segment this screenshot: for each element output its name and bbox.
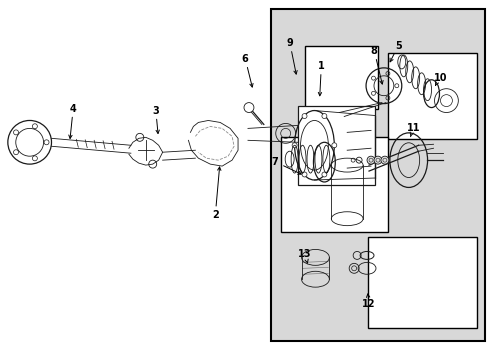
Bar xyxy=(305,46,377,109)
Circle shape xyxy=(331,143,336,148)
Text: 6: 6 xyxy=(241,54,248,64)
Bar xyxy=(271,9,484,341)
Text: 7: 7 xyxy=(271,157,278,167)
Text: 12: 12 xyxy=(362,299,375,309)
Circle shape xyxy=(321,113,326,118)
Text: 10: 10 xyxy=(433,73,447,83)
Bar xyxy=(297,105,374,185)
Bar xyxy=(280,137,387,232)
Text: 13: 13 xyxy=(297,249,311,260)
Text: 3: 3 xyxy=(152,105,159,116)
Circle shape xyxy=(373,156,381,164)
Circle shape xyxy=(321,172,326,177)
Circle shape xyxy=(291,143,297,148)
Bar xyxy=(387,53,476,139)
Circle shape xyxy=(302,113,306,118)
Text: 4: 4 xyxy=(70,104,77,113)
Text: 8: 8 xyxy=(370,46,377,56)
Circle shape xyxy=(380,156,388,164)
Text: 11: 11 xyxy=(406,123,420,134)
Text: 5: 5 xyxy=(395,41,401,51)
Circle shape xyxy=(244,103,253,113)
Text: 1: 1 xyxy=(317,61,324,71)
Text: 2: 2 xyxy=(211,210,218,220)
Circle shape xyxy=(366,156,374,164)
Text: 9: 9 xyxy=(285,38,292,48)
Bar xyxy=(367,237,476,328)
Circle shape xyxy=(302,172,306,177)
